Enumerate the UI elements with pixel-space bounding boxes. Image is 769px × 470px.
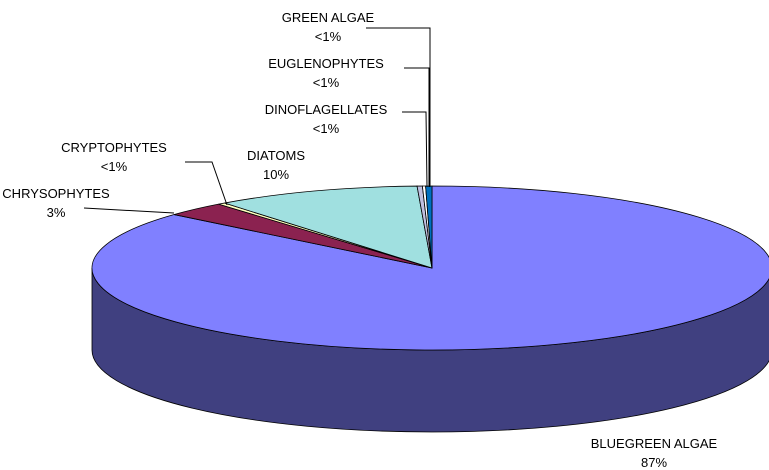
slice-label-bluegreen-algae: BLUEGREEN ALGAE (591, 436, 718, 451)
leader-line-chrysophytes (83, 207, 175, 214)
slice-percent-diatoms: 10% (263, 167, 289, 182)
slice-labels: BLUEGREEN ALGAE 87% CHRYSOPHYTES 3% CRYPTOPH… (2, 10, 717, 470)
leader-line-cryptophytes (185, 161, 228, 206)
slice-label-cryptophytes: CRYPTOPHYTES (61, 140, 167, 155)
slice-percent-chrysophytes: 3% (47, 205, 66, 220)
leader-line-dinoflagellates (402, 111, 428, 188)
slice-percent-cryptophytes: <1% (101, 159, 128, 174)
slice-label-diatoms: DIATOMS (247, 148, 305, 163)
slice-label-euglenophytes: EUGLENOPHYTES (268, 56, 384, 71)
slice-label-green-algae: GREEN ALGAE (282, 10, 375, 25)
leader-lines (83, 27, 431, 214)
slice-percent-green-algae: <1% (315, 29, 342, 44)
slice-label-dinoflagellates: DINOFLAGELLATES (265, 102, 388, 117)
slice-label-chrysophytes: CHRYSOPHYTES (2, 186, 110, 201)
slice-percent-dinoflagellates: <1% (313, 121, 340, 136)
slice-percent-bluegreen-algae: 87% (641, 455, 667, 470)
pie-slices (91, 185, 769, 351)
slice-diatoms (224, 185, 433, 269)
slice-percent-euglenophytes: <1% (313, 75, 340, 90)
leader-line-euglenophytes (404, 67, 430, 187)
leader-line-green-algae (366, 27, 431, 187)
